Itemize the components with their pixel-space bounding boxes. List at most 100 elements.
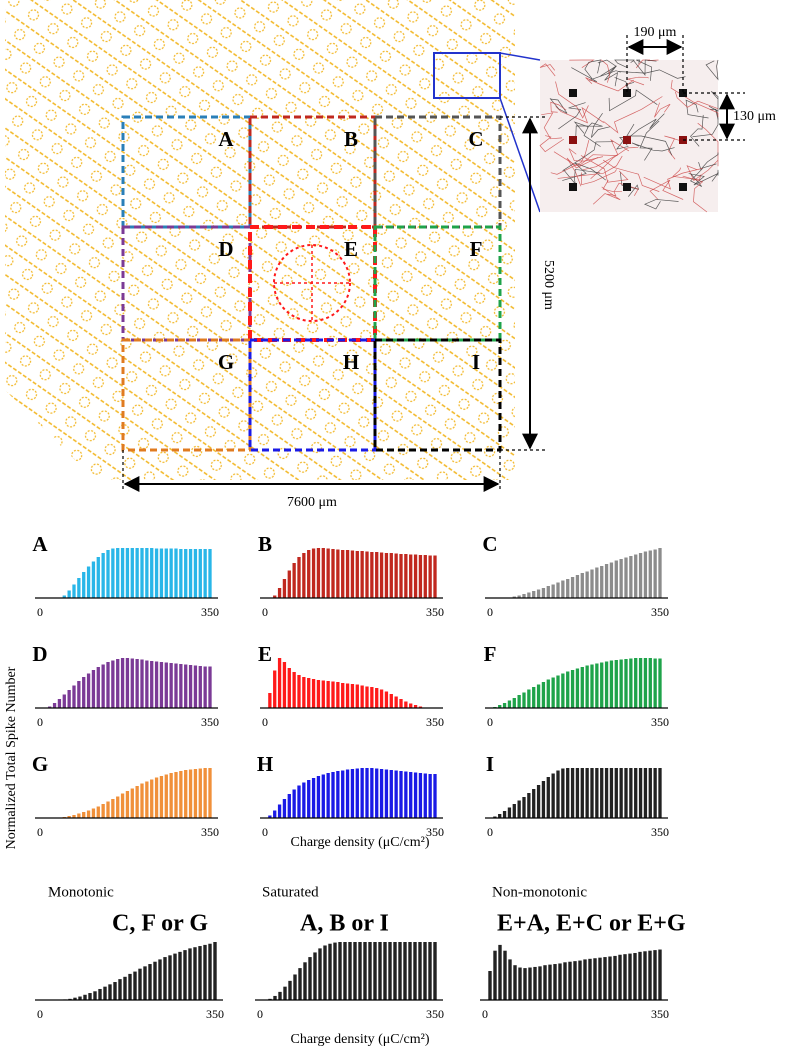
bar (568, 961, 572, 1000)
chart-title: C, F or G (112, 911, 208, 937)
neurite (563, 168, 601, 185)
bar (614, 560, 618, 598)
bar (140, 659, 144, 708)
bar (164, 662, 168, 708)
bar (179, 664, 183, 708)
region-label: A (218, 127, 234, 151)
bar (570, 768, 575, 818)
bar (368, 942, 372, 1000)
bar (543, 965, 547, 1000)
bar (193, 665, 198, 708)
bar (404, 771, 408, 818)
bar (203, 549, 207, 598)
neurite (562, 141, 614, 172)
x-tick-label: 0 (487, 605, 493, 619)
neurite (708, 91, 719, 112)
bar (493, 816, 497, 818)
region-label: I (472, 350, 480, 374)
bar (113, 982, 117, 1000)
bar (538, 966, 542, 1000)
neurite (690, 163, 717, 187)
bar (336, 771, 340, 818)
chart-title: A (32, 532, 48, 556)
bar (536, 785, 541, 818)
bar (575, 668, 580, 708)
bar (67, 590, 71, 598)
bar (588, 958, 592, 1000)
bar (643, 551, 648, 598)
bar (629, 556, 633, 598)
neurite (539, 135, 564, 153)
x-tick-label: 350 (206, 1007, 224, 1021)
bar (383, 942, 387, 1000)
bar (96, 667, 100, 708)
bar (595, 567, 599, 598)
neurite (602, 159, 660, 192)
bar (413, 705, 418, 708)
bar (379, 689, 384, 708)
neurite (581, 169, 617, 186)
bar (193, 947, 197, 1000)
bar (208, 666, 212, 708)
bar (82, 572, 86, 598)
neurite (626, 123, 673, 156)
bar (583, 959, 587, 1000)
neurite (649, 179, 684, 200)
bar (125, 658, 130, 708)
bar (103, 986, 107, 1000)
bar (179, 549, 183, 598)
bar (360, 685, 364, 708)
bar (331, 681, 335, 708)
bar (653, 950, 657, 1000)
bar (184, 664, 188, 708)
bar (174, 663, 178, 708)
bar (82, 812, 86, 818)
bar (72, 815, 76, 818)
chart-subtitle: Saturated (262, 884, 319, 900)
bar (193, 769, 198, 818)
bar (614, 660, 618, 708)
bar (188, 665, 193, 708)
bar (527, 793, 531, 818)
x-tick-label: 350 (426, 715, 444, 729)
neurite (608, 89, 658, 112)
bar (159, 548, 164, 598)
neurite (602, 180, 617, 197)
bar (287, 668, 291, 708)
bar (358, 942, 362, 1000)
dim-label: 7600 μm (287, 495, 337, 510)
neurite (686, 159, 719, 182)
bar (348, 942, 352, 1000)
bar (503, 950, 507, 1000)
bar (418, 942, 422, 1000)
bar (307, 780, 311, 818)
bar (379, 552, 384, 598)
bar (292, 563, 296, 598)
bar (536, 684, 541, 708)
neurite (568, 148, 604, 162)
bar (188, 549, 193, 598)
bar (633, 953, 637, 1000)
electrode (623, 89, 631, 97)
bar (302, 553, 306, 598)
bar (96, 806, 100, 818)
neurite (639, 120, 660, 161)
bar (418, 773, 423, 818)
neurite (685, 99, 709, 119)
bar (326, 548, 330, 598)
bar (570, 670, 575, 708)
bar (433, 774, 437, 818)
bar (153, 961, 157, 1000)
bar (323, 945, 327, 1000)
bar (120, 658, 125, 708)
bar (169, 773, 173, 818)
region-grid: A B C D E F G H I (121, 115, 502, 452)
bar (303, 962, 307, 1000)
bar (527, 592, 531, 598)
chart-title: D (32, 642, 47, 666)
x-tick-label: 350 (426, 1007, 444, 1021)
bar (493, 950, 497, 1000)
bar (130, 788, 134, 818)
bar (604, 768, 609, 818)
bar (77, 813, 81, 818)
